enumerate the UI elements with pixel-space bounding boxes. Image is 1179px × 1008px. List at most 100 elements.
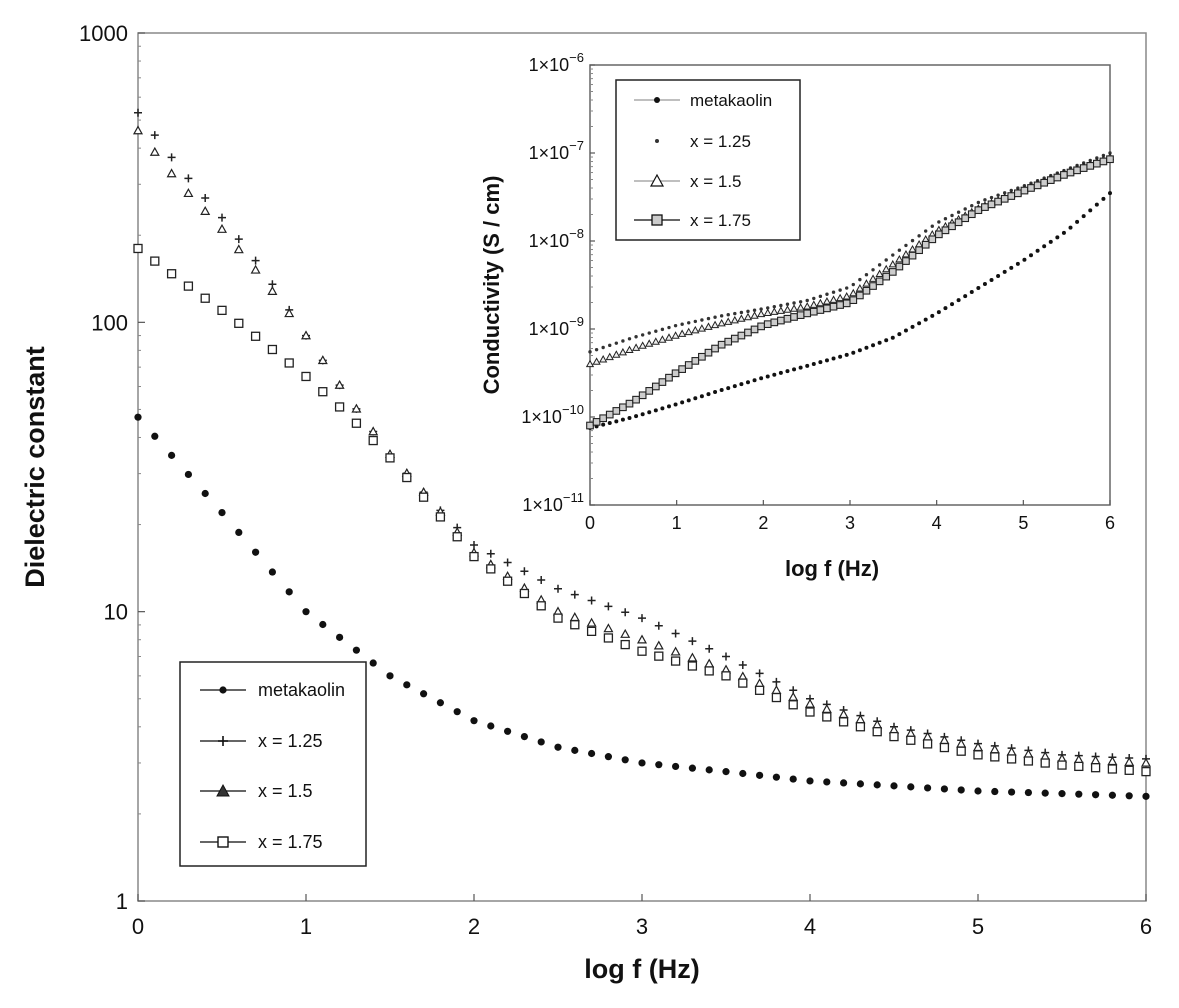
data-point [638, 614, 646, 623]
data-point [645, 339, 654, 347]
data-point [811, 362, 816, 367]
data-point [570, 620, 580, 630]
data-point [901, 249, 911, 258]
data-point [713, 315, 717, 319]
inset-legend-label-x15: x = 1.5 [690, 172, 742, 191]
data-point [651, 337, 660, 345]
data-point [1020, 186, 1029, 195]
data-point [469, 551, 479, 562]
data-point [974, 206, 983, 215]
data-point [687, 661, 698, 671]
data-point [1124, 756, 1135, 766]
data-point [235, 528, 243, 537]
data-point [604, 602, 613, 611]
data-point [1125, 792, 1133, 800]
data-point [818, 294, 823, 299]
y-tick-label: 1000 [79, 21, 128, 46]
data-point [871, 343, 876, 348]
data-point [1023, 756, 1034, 766]
data-point [722, 768, 730, 776]
data-point [907, 783, 915, 791]
data-point [1055, 235, 1060, 240]
data-point [954, 218, 963, 227]
x-tick-label: 0 [132, 914, 144, 939]
data-point [792, 301, 796, 305]
data-point [218, 213, 226, 222]
data-point [403, 681, 411, 689]
data-point [1015, 261, 1020, 266]
data-point [1061, 230, 1066, 235]
data-point [937, 220, 941, 224]
data-point [1024, 788, 1032, 797]
data-point [1124, 765, 1134, 775]
main-legend: metakaolin x = 1.25 x = 1.5 x = 1.75 [179, 661, 367, 867]
data-point [520, 567, 529, 576]
data-point [823, 304, 831, 313]
data-point [1040, 178, 1049, 187]
data-point [948, 222, 956, 231]
data-point [897, 332, 902, 337]
data-point [1046, 176, 1055, 184]
data-point [252, 548, 260, 556]
y-tick-label: 1 [116, 889, 128, 914]
data-point [779, 303, 783, 308]
data-point [890, 782, 898, 790]
data-point [671, 629, 680, 638]
data-point [738, 678, 748, 688]
data-point [796, 311, 805, 320]
data-point [891, 253, 895, 257]
data-point [607, 420, 612, 425]
data-point [351, 403, 362, 413]
data-point [1066, 168, 1075, 177]
data-point [621, 339, 625, 343]
data-point [766, 306, 770, 310]
data-point [605, 352, 614, 361]
data-point [755, 669, 764, 678]
data-point [620, 639, 630, 650]
data-point [1053, 173, 1062, 182]
data-point [873, 781, 881, 789]
data-point [730, 334, 739, 343]
data-point [752, 308, 757, 312]
data-point [722, 652, 730, 661]
data-point [845, 286, 849, 290]
data-point [877, 263, 882, 267]
data-point [1106, 155, 1114, 164]
data-point [336, 633, 344, 641]
x-tick-label: 3 [845, 513, 855, 533]
data-point [973, 750, 983, 760]
data-point [989, 195, 994, 200]
data-point [667, 325, 671, 330]
series-metakaolin [134, 413, 1150, 800]
data-point [1107, 764, 1118, 774]
x-tick-label: 4 [932, 513, 942, 533]
data-point [836, 301, 844, 309]
data-point [453, 708, 461, 716]
data-point [687, 321, 691, 325]
data-point [835, 293, 845, 302]
data-point [838, 717, 849, 727]
data-point [634, 335, 638, 339]
data-point [334, 402, 345, 412]
data-point [756, 771, 764, 779]
data-point [592, 418, 601, 426]
data-point [842, 292, 851, 300]
main-legend-marker-x175 [217, 836, 229, 848]
data-point [653, 640, 664, 650]
data-point [621, 608, 630, 617]
x-tick-label: 6 [1105, 513, 1115, 533]
data-point [647, 410, 652, 415]
data-point [183, 281, 194, 291]
data-point [759, 307, 763, 311]
data-point [996, 273, 1001, 278]
data-point [908, 251, 917, 260]
data-point [704, 322, 713, 330]
data-point [625, 345, 634, 354]
x-tick-label: 0 [585, 513, 595, 533]
data-point [849, 296, 858, 305]
y-tick-label: 1×10−6 [529, 50, 584, 75]
x-tick-label: 4 [804, 914, 816, 939]
x-tick-label: 5 [972, 914, 984, 939]
data-point [300, 330, 312, 340]
data-point [772, 372, 777, 377]
